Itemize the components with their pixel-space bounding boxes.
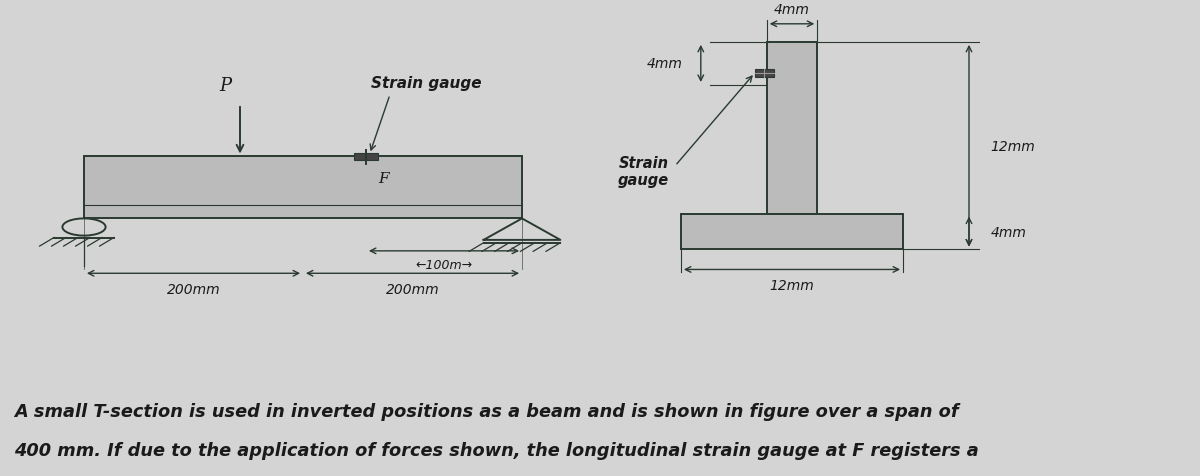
- Text: F: F: [378, 172, 389, 186]
- Bar: [84, 157, 522, 219]
- Text: Strain
gauge: Strain gauge: [618, 155, 670, 188]
- Text: Strain gauge: Strain gauge: [371, 76, 481, 90]
- Text: 400 mm. If due to the application of forces shown, the longitudinal strain gauge: 400 mm. If due to the application of for…: [14, 441, 979, 459]
- Text: ←100m→: ←100m→: [415, 258, 473, 271]
- Text: 200mm: 200mm: [167, 282, 221, 296]
- Text: 4mm: 4mm: [774, 3, 810, 17]
- Text: A small T-section is used in inverted positions as a beam and is shown in figure: A small T-section is used in inverted po…: [14, 402, 959, 420]
- Text: 12mm: 12mm: [991, 139, 1036, 153]
- Text: 200mm: 200mm: [385, 282, 439, 296]
- Bar: [354, 153, 378, 161]
- Text: 4mm: 4mm: [647, 57, 683, 71]
- Text: 4mm: 4mm: [991, 225, 1026, 239]
- Bar: [682, 214, 904, 250]
- Bar: [767, 43, 817, 214]
- Text: 12mm: 12mm: [769, 278, 815, 292]
- Bar: [755, 70, 774, 78]
- Text: P: P: [220, 77, 232, 95]
